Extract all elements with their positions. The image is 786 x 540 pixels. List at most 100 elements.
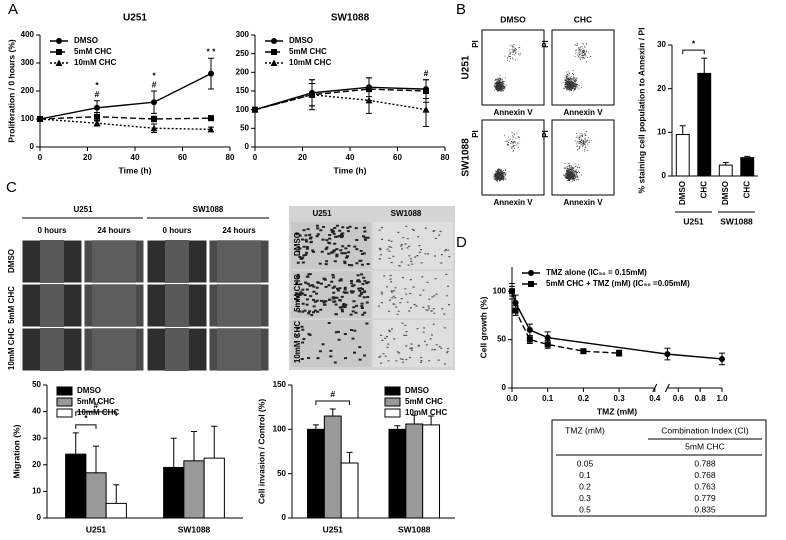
series-line <box>511 291 620 354</box>
marker <box>270 59 278 66</box>
error-bar <box>394 425 401 430</box>
y-tick-label: 10 <box>657 127 666 136</box>
panel-label: D <box>456 234 467 251</box>
flow-plot <box>551 29 615 106</box>
flow-y-label: PI <box>541 130 550 138</box>
table-cell: 0.3 <box>579 493 591 503</box>
condition-label: 5mM CHC <box>7 286 16 324</box>
legend-label: 10mM CHC <box>405 408 447 417</box>
bar <box>65 453 87 519</box>
marker <box>93 119 101 127</box>
flow-plot <box>481 119 545 196</box>
scratch-gap <box>165 328 189 371</box>
group-label: U251 <box>683 216 704 226</box>
bar <box>675 134 690 177</box>
x-tick-label: 0.4 <box>649 394 661 403</box>
group-label: SW1088 <box>720 216 753 226</box>
invasion-cells <box>295 273 370 316</box>
bar <box>740 157 755 177</box>
bar <box>163 466 185 519</box>
error-bar <box>113 484 120 504</box>
error-bar <box>211 425 218 459</box>
y-tick-label: 20 <box>32 460 41 469</box>
y-tick-label: 40 <box>32 407 41 416</box>
legend-label: 10mM CHC <box>74 58 116 67</box>
marker <box>544 334 551 341</box>
x-tick-label: 20 <box>83 153 92 162</box>
x-tick-label: 0.8 <box>695 394 707 403</box>
error-bar <box>191 431 197 461</box>
x-axis-label: TMZ (mM) <box>597 406 637 416</box>
marker <box>509 288 515 295</box>
marker <box>422 106 430 113</box>
error-bar <box>346 451 353 464</box>
chart-title: U251 <box>123 13 147 24</box>
flow-dots <box>493 132 521 182</box>
marker <box>544 341 551 348</box>
error-bar <box>72 432 79 455</box>
error-bar <box>722 161 729 166</box>
marker <box>664 351 671 358</box>
flow-dots <box>562 42 592 92</box>
x-axis-label: Time (h) <box>334 165 367 175</box>
y-tick-label: 100 <box>236 105 250 114</box>
invasion-cells <box>295 224 370 267</box>
y-tick-label: 50 <box>277 469 286 478</box>
invasion-image <box>373 320 453 367</box>
legend-label: 5mM CHC <box>77 397 115 406</box>
invasion-cells <box>378 273 450 315</box>
table-cell: 0.5 <box>579 504 591 514</box>
x-tick-label: 0.3 <box>614 394 626 403</box>
y-tick-label: 30 <box>32 433 41 442</box>
legend-label: 10mM CHC <box>289 58 331 67</box>
legend-label: 5mM CHC + TMZ (mM) (IC₅₀ =0.05mM) <box>546 279 690 288</box>
y-axis-label: Cell growth (%) <box>478 296 488 358</box>
table-header: Combination Index (CI) <box>661 425 749 435</box>
error-bar <box>329 408 336 417</box>
y-axis-label: Migration (%) <box>11 424 21 478</box>
flow-x-label: Annexin V <box>493 198 533 207</box>
x-tick-label: DMSO <box>721 181 730 205</box>
error-bar <box>170 437 177 468</box>
y-tick-label: 30 <box>657 40 666 49</box>
marker <box>271 38 277 44</box>
y-tick-label: 20 <box>657 84 666 93</box>
table-cell: 0.2 <box>579 481 591 491</box>
marker <box>56 49 62 55</box>
x-tick-label: 0.1 <box>542 394 554 403</box>
invasion-image <box>291 320 371 367</box>
condition-label: 10mM CHC <box>293 321 302 363</box>
y-tick-label: 100 <box>493 286 507 295</box>
legend-label: DMSO <box>74 36 98 45</box>
series-line <box>254 86 427 111</box>
x-tick-label: 20 <box>298 153 307 162</box>
series-line <box>254 88 427 111</box>
y-tick-label: 150 <box>273 380 287 389</box>
legend-label: DMSO <box>77 386 101 395</box>
flow-plot <box>551 119 615 196</box>
flow-dots <box>493 44 521 92</box>
error-bar <box>93 445 99 473</box>
bar <box>203 457 225 519</box>
cell-label: SW1088 <box>193 205 224 214</box>
flow-x-label: Annexin V <box>493 108 533 117</box>
x-tick-label: 0 <box>38 153 43 162</box>
legend-label: 10mM CHC <box>77 408 119 417</box>
legend-swatch <box>56 386 73 396</box>
x-tick-label: CHC <box>742 181 751 199</box>
legend-swatch <box>56 408 73 418</box>
bar <box>85 472 107 519</box>
flow-dots <box>563 131 593 182</box>
invasion-cells <box>378 322 449 365</box>
x-tick-label: 80 <box>226 153 235 162</box>
bar <box>183 460 205 519</box>
error-bar <box>411 414 418 425</box>
x-tick-label: 0.6 <box>673 394 685 403</box>
legend-swatch <box>384 397 401 407</box>
x-tick-label: 0.2 <box>578 394 590 403</box>
y-tick-label: 300 <box>21 58 35 67</box>
point-label: * * <box>207 46 217 56</box>
time-label: 24 hours <box>222 226 256 235</box>
y-tick-label: 0 <box>30 142 35 151</box>
table-cell: 0.05 <box>577 458 594 468</box>
